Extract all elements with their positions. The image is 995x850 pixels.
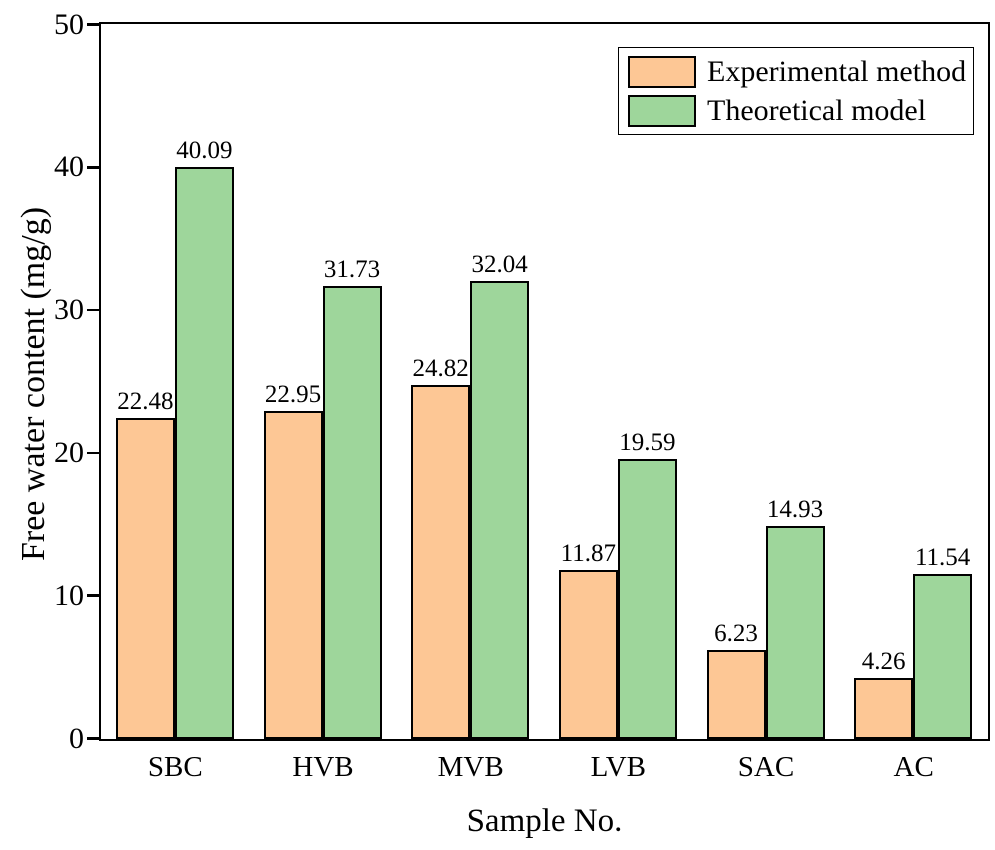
bar-SBC-theoretical (174, 166, 234, 739)
x-tick-label-LVB: LVB (590, 751, 646, 783)
bar-value-SBC-experimental: 22.48 (117, 388, 174, 415)
y-tick-mark-40 (87, 166, 99, 169)
y-tick-label-20: 20 (54, 435, 84, 469)
y-tick-label-10: 10 (54, 578, 84, 612)
bar-SAC-experimental (706, 650, 766, 739)
bar-HVB-experimental (263, 411, 323, 739)
bar-MVB-theoretical (470, 281, 530, 739)
y-tick-mark-10 (87, 594, 99, 597)
legend-swatch-experimental (628, 55, 696, 88)
bar-value-SAC-theoretical: 14.93 (766, 495, 824, 523)
bar-value-AC-theoretical: 11.54 (914, 544, 971, 572)
y-tick-mark-30 (87, 308, 99, 312)
bar-value-AC-experimental: 4.26 (861, 648, 906, 676)
bar-value-HVB-theoretical: 31.73 (323, 255, 381, 283)
bar-AC-experimental (854, 678, 914, 739)
bar-AC-theoretical (913, 574, 973, 739)
x-tick-label-SAC: SAC (737, 751, 795, 783)
legend-label-experimental: Experimental method (707, 54, 967, 88)
bar-value-LVB-theoretical: 19.59 (619, 429, 676, 457)
bar-SBC-experimental (115, 418, 175, 739)
bar-value-MVB-experimental: 24.82 (412, 354, 469, 382)
legend-item-experimental: Experimental method (628, 54, 967, 89)
y-tick-mark-50 (87, 23, 99, 26)
bar-MVB-experimental (411, 384, 471, 739)
x-tick-label-MVB: MVB (437, 751, 504, 783)
x-tick-label-SBC: SBC (147, 751, 203, 783)
y-tick-label-30: 30 (54, 293, 84, 327)
bar-HVB-theoretical (322, 285, 382, 739)
legend-swatch-theoretical (628, 94, 696, 127)
bar-value-SAC-experimental: 6.23 (714, 620, 758, 648)
bar-LVB-experimental (558, 569, 618, 739)
bar-value-SBC-theoretical: 40.09 (176, 136, 233, 164)
y-tick-mark-20 (87, 451, 99, 455)
x-tick-label-AC: AC (893, 751, 934, 783)
bar-LVB-theoretical (617, 459, 677, 739)
y-tick-label-0: 0 (69, 721, 84, 755)
legend-item-theoretical: Theoretical model (628, 93, 965, 128)
y-tick-mark-0 (87, 737, 99, 740)
plot-inner: 22.48 40.09 22.95 31.73 24.82 32.04 11.87 19.59… (101, 24, 988, 739)
x-tick-label-HVB: HVB (292, 751, 354, 783)
plot-area: 22.48 40.09 22.95 31.73 24.82 32.04 11.87 19.59… (99, 22, 990, 741)
bar-value-LVB-experimental: 11.87 (560, 539, 616, 567)
x-axis-title: Sample No. (466, 803, 623, 839)
bar-value-MVB-theoretical: 32.04 (471, 251, 528, 279)
y-tick-label-50: 50 (54, 7, 84, 41)
bar-SAC-theoretical (765, 525, 825, 739)
y-axis-title: Free water content (mg/g) (15, 206, 52, 562)
legend-label-theoretical: Theoretical model (707, 93, 927, 127)
legend: Experimental method Theoretical model (618, 47, 974, 135)
bar-value-HVB-experimental: 22.95 (264, 381, 322, 409)
y-tick-label-40: 40 (54, 150, 84, 184)
